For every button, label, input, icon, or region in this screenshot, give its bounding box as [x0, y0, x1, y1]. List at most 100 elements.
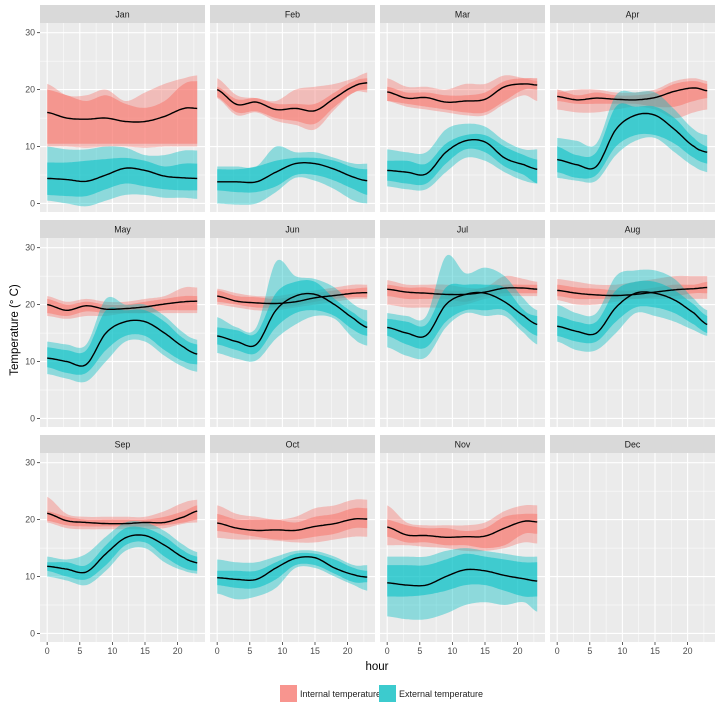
internal-inner-band	[387, 513, 538, 549]
external-inner-band	[47, 307, 198, 375]
panel-background	[210, 453, 375, 642]
facet-strip-label: Sep	[115, 440, 131, 450]
y-tick-label: 0	[30, 413, 35, 423]
x-tick-label: 10	[277, 646, 287, 656]
x-tick-label: 5	[417, 646, 422, 656]
internal-inner-band	[387, 78, 538, 114]
external-mean-line	[47, 534, 198, 574]
internal-inner-band	[47, 295, 198, 316]
y-tick-label: 0	[30, 628, 35, 638]
legend: Internal temperature External temperatur…	[280, 685, 483, 702]
external-inner-band	[557, 103, 708, 179]
internal-outer-band	[217, 72, 368, 131]
external-mean-line	[217, 292, 368, 348]
y-axis-title: Temperature (° C)	[9, 284, 21, 376]
legend-label-internal: Internal temperature	[300, 689, 381, 699]
facet-strip-label: Aug	[625, 225, 641, 235]
facet-strip	[210, 220, 375, 238]
facet-strip	[40, 435, 205, 453]
facet-apr: Apr	[550, 5, 715, 212]
legend-label-external: External temperature	[399, 689, 483, 699]
facet-strip	[550, 220, 715, 238]
x-tick-label: 0	[555, 646, 560, 656]
legend-swatch-internal	[280, 685, 297, 702]
x-tick-label: 15	[140, 646, 150, 656]
facet-strip	[40, 5, 205, 23]
external-inner-band	[217, 280, 368, 355]
facet-strip-label: Jan	[115, 10, 129, 20]
internal-mean-line	[217, 518, 368, 532]
internal-inner-band	[557, 81, 708, 108]
internal-mean-line	[47, 300, 198, 311]
x-tick-label: 0	[45, 646, 50, 656]
facet-strip	[380, 5, 545, 23]
x-tick-label: 20	[343, 646, 353, 656]
x-tick-label: 5	[587, 646, 592, 656]
facet-strip-label: Jul	[457, 225, 468, 235]
facet-strip	[550, 5, 715, 23]
facet-strip-label: Jun	[285, 225, 299, 235]
facet-strip-label: Nov	[455, 440, 471, 450]
x-tick-label: 15	[650, 646, 660, 656]
y-tick-label: 10	[25, 142, 35, 152]
external-inner-band	[47, 526, 198, 580]
facet-strip-label: Feb	[285, 10, 300, 20]
x-tick-label: 20	[173, 646, 183, 656]
y-tick-label: 0	[30, 198, 35, 208]
facet-jun: Jun	[210, 220, 375, 427]
internal-mean-line	[47, 510, 198, 525]
facet-sep: Sep 0 10 20 30 0 5 10 15 20	[25, 435, 205, 656]
external-mean-line	[387, 568, 538, 587]
external-mean-line	[387, 291, 538, 338]
x-tick-label: 5	[77, 646, 82, 656]
internal-inner-band	[47, 505, 198, 527]
x-tick-label: 10	[617, 646, 627, 656]
facet-strip	[40, 220, 205, 238]
x-tick-label: 10	[447, 646, 457, 656]
y-tick-label: 20	[25, 515, 35, 525]
facet-strip	[550, 435, 715, 453]
external-mean-line	[47, 319, 198, 367]
external-inner-band	[557, 280, 708, 344]
external-inner-band	[47, 157, 198, 197]
y-tick-label: 20	[25, 85, 35, 95]
internal-mean-line	[217, 292, 368, 305]
x-tick-label: 15	[310, 646, 320, 656]
facet-aug: Aug	[550, 220, 715, 427]
facet-strip	[380, 435, 545, 453]
x-axis-title: hour	[365, 661, 388, 673]
internal-mean-line	[387, 520, 538, 538]
facet-may: May 0 10 20 30	[25, 220, 205, 427]
facet-jan: Jan 0 10 20 30	[25, 5, 205, 212]
external-mean-line	[557, 291, 708, 336]
y-tick-label: 30	[25, 243, 35, 253]
legend-swatch-external	[379, 685, 396, 702]
x-tick-label: 0	[215, 646, 220, 656]
facet-strip-label: Apr	[626, 10, 640, 20]
external-mean-line	[47, 167, 198, 183]
internal-inner-band	[217, 507, 368, 540]
x-tick-label: 20	[513, 646, 523, 656]
facet-oct: Oct 0 5 10 15 20	[210, 435, 375, 656]
external-mean-line	[217, 556, 368, 581]
internal-inner-band	[217, 78, 368, 125]
facet-dec: Dec 0 5 10 15 20	[550, 435, 715, 656]
external-mean-line	[387, 139, 538, 176]
facet-nov: Nov 0 5 10 15 20	[380, 435, 545, 656]
external-inner-band	[387, 133, 538, 186]
x-tick-label: 5	[247, 646, 252, 656]
facet-feb: Feb	[210, 5, 375, 212]
internal-inner-band	[47, 81, 198, 144]
external-mean-line	[557, 112, 708, 170]
x-tick-label: 15	[480, 646, 490, 656]
facet-strip	[210, 435, 375, 453]
internal-mean-line	[216, 82, 368, 112]
y-tick-label: 30	[25, 458, 35, 468]
x-tick-label: 0	[385, 646, 390, 656]
facet-strip	[210, 5, 375, 23]
facet-strip-label: Dec	[625, 440, 641, 450]
facet-mar: Mar	[380, 5, 545, 212]
x-tick-label: 10	[107, 646, 117, 656]
facet-strip-label: May	[114, 225, 131, 235]
